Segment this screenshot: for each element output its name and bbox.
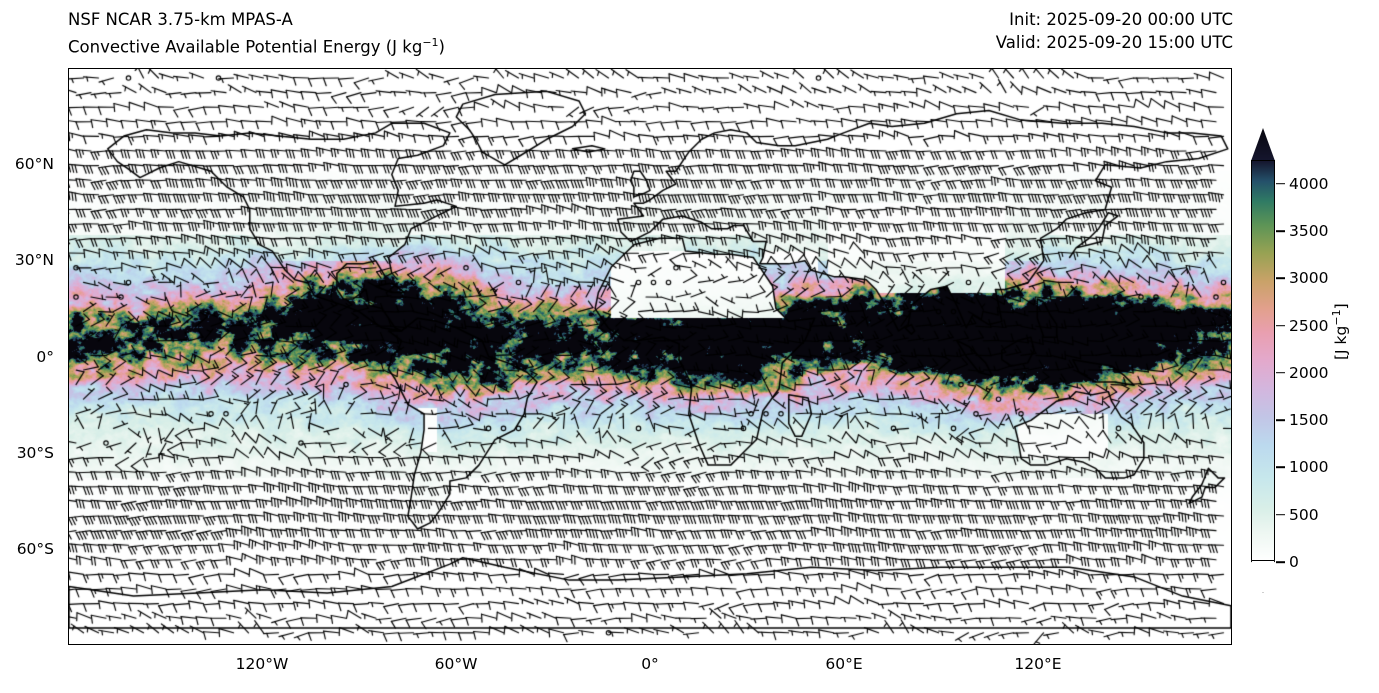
colorbar-tick-label: 3500 [1289,221,1329,240]
colorbar-tick [1276,419,1285,421]
field-units-close: ) [438,37,445,57]
colorbar-tick [1276,277,1285,280]
colorbar-axis-label: [J kg−1] [1330,303,1350,360]
colorbar-tick-label: 0 [1289,553,1299,571]
colorbar-tick [1276,561,1285,563]
longitude-tick-label: 120°W [235,655,289,673]
colorbar-label-exponent: −1 [1330,309,1343,326]
colorbar-tick-label: 1000 [1289,458,1329,477]
colorbar-gradient [1251,160,1275,562]
colorbar[interactable] [1251,128,1275,593]
latitude-tick-label: 60°S [16,539,54,558]
colorbar-tick-label: 2500 [1289,316,1329,335]
colorbar-label-text: [J kg [1332,325,1351,360]
latitude-tick-labels: 60°N 30°N 0° 30°S 60°S [0,0,62,693]
field-name-line: Convective Available Potential Energy (J… [68,31,708,59]
init-time-label: Init: 2025-09-20 00:00 UTC [1009,10,1233,29]
colorbar-tick-label: 4000 [1289,174,1329,193]
colorbar-tick-label: 1500 [1289,411,1329,430]
colorbar-tick [1276,372,1285,374]
colorbar-tick [1276,466,1285,469]
longitude-tick-label: 120°E [1014,655,1062,673]
colorbar-tick-label: 500 [1289,505,1319,524]
colorbar-under-arrow [1251,560,1275,593]
field-name-text: Convective Available Potential Energy (J… [68,37,423,57]
colorbar-tick [1276,513,1285,516]
map-axes [68,68,1232,645]
latitude-tick-label: 30°S [16,443,54,462]
valid-time-label: Valid: 2025-09-20 15:00 UTC [995,33,1233,52]
field-units-exponent: −1 [422,36,439,49]
cape-heatmap-with-wind-barbs [69,69,1231,644]
latitude-tick-label: 0° [36,347,54,366]
colorbar-tick [1276,230,1285,232]
colorbar-tick [1276,182,1285,185]
latitude-tick-label: 60°N [14,155,54,174]
figure-title-right: Init: 2025-09-20 00:00 UTC Valid: 2025-0… [996,8,1233,54]
colorbar-tick-label: 2000 [1289,363,1329,382]
longitude-tick-label: 60°E [825,655,863,673]
figure-title-left: NSF NCAR 3.75-km MPAS-A Convective Avail… [68,8,708,59]
longitude-tick-label: 60°W [434,655,478,673]
colorbar-label-close: ] [1332,303,1351,310]
colorbar-tick [1276,324,1285,327]
colorbar-tick-label: 3000 [1289,269,1329,288]
model-name-line: NSF NCAR 3.75-km MPAS-A [68,10,293,29]
latitude-tick-label: 30°N [14,251,54,270]
colorbar-over-arrow [1251,128,1275,161]
longitude-tick-label: 0° [641,655,659,673]
